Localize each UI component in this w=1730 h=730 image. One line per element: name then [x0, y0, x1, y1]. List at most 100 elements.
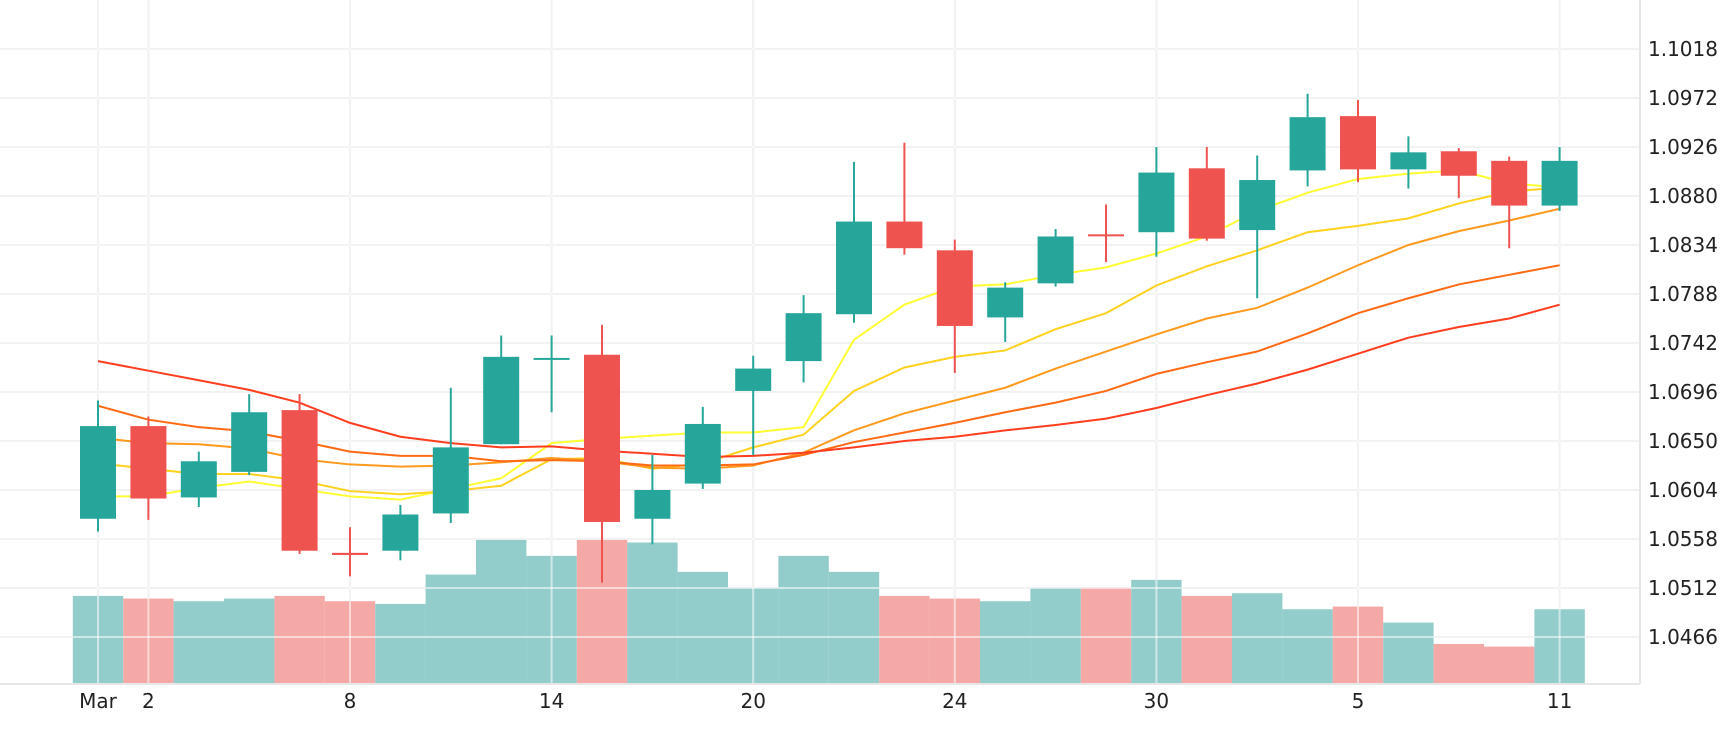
volume-bar	[778, 555, 829, 684]
candle	[281, 394, 318, 554]
candle-body	[332, 552, 368, 555]
candle	[1289, 93, 1326, 187]
x-tick-label: 8	[344, 689, 357, 713]
candle-body	[432, 447, 469, 514]
volume-bar	[425, 574, 476, 684]
axis-layer: 1.1018 1.0972 1.0926 1.0880 1.0834 1.0788 1.07…	[0, 0, 1718, 713]
moving-average-line	[97, 186, 1560, 496]
candle-body	[1440, 151, 1477, 176]
y-tick-label: 1.0742	[1648, 331, 1718, 355]
volume-bar	[274, 595, 325, 684]
y-tick-label: 1.0650	[1648, 429, 1718, 453]
volume-bar	[677, 571, 728, 684]
y-tick-label: 1.0834	[1648, 233, 1718, 257]
candle-body	[684, 423, 721, 484]
volume-bar	[1232, 593, 1283, 684]
candle	[332, 527, 368, 577]
candle-body	[533, 357, 570, 360]
candle	[1239, 155, 1276, 299]
grid-overlay-layer	[0, 0, 1640, 684]
candle-body	[836, 221, 872, 315]
candle-body	[1138, 172, 1175, 233]
candle	[1390, 136, 1427, 189]
y-tick-label: 1.0558	[1648, 527, 1718, 551]
volume-bar	[1484, 646, 1535, 684]
y-tick-label: 1.0880	[1648, 184, 1718, 208]
candle-body	[1491, 160, 1528, 206]
candle	[432, 387, 469, 524]
volume-bar	[1030, 587, 1081, 684]
moving-average-line	[97, 264, 1560, 467]
candle-body	[634, 490, 671, 519]
volume-bar	[1080, 587, 1132, 684]
candle	[1088, 204, 1124, 263]
y-tick-label: 1.0926	[1648, 135, 1718, 159]
candle	[1541, 147, 1578, 211]
x-tick-label: 2	[142, 689, 155, 713]
volume-bar	[173, 601, 224, 684]
candle-body	[382, 514, 419, 551]
x-tick-label: 20	[740, 689, 765, 713]
candle-layer	[80, 93, 1578, 583]
volume-bar	[980, 601, 1031, 684]
candle	[785, 295, 822, 383]
volume-bar	[1383, 622, 1434, 684]
candle-body	[483, 356, 520, 445]
candle-body	[180, 461, 217, 498]
candle	[180, 451, 217, 508]
candle-body	[936, 250, 973, 326]
y-tick-label: 1.0604	[1648, 478, 1718, 502]
candle-body	[1188, 168, 1225, 239]
volume-bar	[476, 539, 527, 684]
y-tick-label: 1.0512	[1648, 576, 1718, 600]
candle	[735, 355, 772, 455]
candle-body	[1037, 236, 1074, 284]
volume-bar	[1282, 609, 1333, 684]
candle	[836, 161, 872, 323]
candle-body	[130, 426, 167, 499]
candle	[1138, 147, 1175, 257]
x-tick-label: 30	[1144, 689, 1169, 713]
candle	[130, 416, 167, 520]
x-tick-label: 24	[942, 689, 967, 713]
y-tick-label: 1.0696	[1648, 380, 1718, 404]
x-tick-label: 5	[1352, 689, 1365, 713]
candle	[684, 406, 721, 489]
candle-body	[987, 287, 1024, 318]
candle	[936, 239, 973, 373]
candle-body	[1289, 117, 1326, 171]
candle	[382, 504, 419, 561]
y-tick-label: 1.1018	[1648, 37, 1718, 61]
x-tick-label: Mar	[79, 689, 118, 713]
candle-body	[1239, 180, 1276, 231]
candle	[80, 400, 116, 532]
candle	[483, 335, 520, 445]
candle-body	[231, 412, 268, 472]
volume-bar	[1433, 643, 1484, 684]
candle	[987, 282, 1024, 342]
x-tick-label: 11	[1547, 689, 1572, 713]
candle-body	[281, 410, 318, 551]
moving-average-line	[97, 303, 1560, 458]
candle-body	[735, 368, 772, 391]
candle-body	[80, 426, 116, 519]
candle-body	[886, 221, 923, 249]
candle-body	[584, 354, 620, 522]
moving-average-line	[98, 169, 1560, 501]
candle-body	[1088, 234, 1124, 237]
volume-bar	[828, 571, 880, 684]
candle	[533, 335, 570, 413]
y-tick-label: 1.0788	[1648, 282, 1718, 306]
volume-bar	[879, 595, 930, 684]
volume-bar	[224, 598, 275, 684]
candle	[634, 454, 671, 545]
candle-body	[1390, 152, 1427, 170]
candle-body	[785, 313, 822, 362]
candle	[1188, 147, 1225, 241]
candle	[1491, 156, 1528, 249]
candle	[1340, 100, 1376, 183]
y-tick-label: 1.0466	[1648, 625, 1718, 649]
candle-body	[1340, 116, 1376, 170]
volume-bar	[375, 603, 426, 684]
